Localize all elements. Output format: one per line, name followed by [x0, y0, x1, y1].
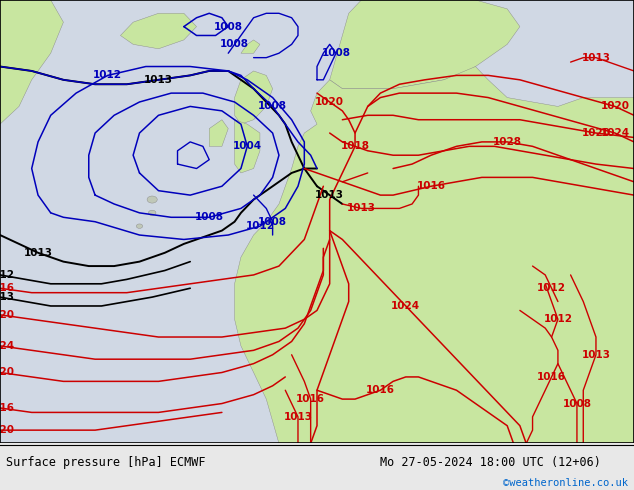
Text: 1028: 1028 [493, 137, 522, 147]
Text: 1016: 1016 [296, 394, 325, 404]
Polygon shape [235, 71, 273, 124]
Text: 1020: 1020 [0, 310, 15, 320]
Polygon shape [241, 40, 260, 53]
Polygon shape [330, 0, 520, 89]
Text: 1020: 1020 [0, 368, 15, 377]
Text: 1024: 1024 [0, 341, 15, 351]
Text: 1008: 1008 [562, 398, 592, 409]
Text: 1012: 1012 [537, 283, 566, 293]
Text: 1004: 1004 [233, 141, 262, 151]
Text: 1008: 1008 [258, 101, 287, 111]
Text: 1008: 1008 [195, 212, 224, 222]
Circle shape [147, 196, 157, 203]
Circle shape [136, 224, 143, 228]
Text: 1020: 1020 [315, 97, 344, 107]
Text: 1013: 1013 [283, 412, 313, 422]
Polygon shape [209, 120, 228, 147]
Text: 1012: 1012 [93, 71, 122, 80]
Text: Surface pressure [hPa] ECMWF: Surface pressure [hPa] ECMWF [6, 456, 206, 468]
Text: 1016: 1016 [537, 372, 566, 382]
Polygon shape [0, 0, 63, 124]
Polygon shape [235, 120, 260, 173]
Text: 1018: 1018 [340, 141, 370, 151]
Text: 1013: 1013 [581, 52, 611, 63]
Text: ©weatheronline.co.uk: ©weatheronline.co.uk [503, 478, 628, 488]
Text: 1013: 1013 [23, 248, 53, 258]
Text: 1020: 1020 [581, 128, 611, 138]
Text: 1024: 1024 [391, 301, 420, 311]
Text: 1016: 1016 [366, 385, 395, 395]
Text: 1013: 1013 [315, 190, 344, 200]
Text: 1012: 1012 [0, 270, 15, 280]
Text: 1013: 1013 [144, 75, 173, 85]
Text: 1013: 1013 [347, 203, 376, 214]
Text: 1024: 1024 [600, 128, 630, 138]
Text: 1008: 1008 [258, 217, 287, 227]
Text: 1008: 1008 [214, 22, 243, 32]
Polygon shape [235, 67, 634, 443]
Circle shape [148, 210, 156, 216]
Text: 1016: 1016 [417, 181, 446, 191]
Text: 1016: 1016 [0, 283, 15, 293]
Text: 1012: 1012 [245, 221, 275, 231]
Text: 1020: 1020 [0, 425, 15, 435]
Text: 1020: 1020 [600, 101, 630, 111]
Text: 1016: 1016 [0, 403, 15, 413]
Text: 1008: 1008 [220, 39, 249, 49]
Text: 1013: 1013 [0, 292, 15, 302]
Text: 1013: 1013 [581, 350, 611, 360]
Text: 1012: 1012 [543, 314, 573, 324]
Text: Mo 27-05-2024 18:00 UTC (12+06): Mo 27-05-2024 18:00 UTC (12+06) [380, 456, 601, 468]
Text: 1008: 1008 [321, 48, 351, 58]
Polygon shape [120, 13, 197, 49]
